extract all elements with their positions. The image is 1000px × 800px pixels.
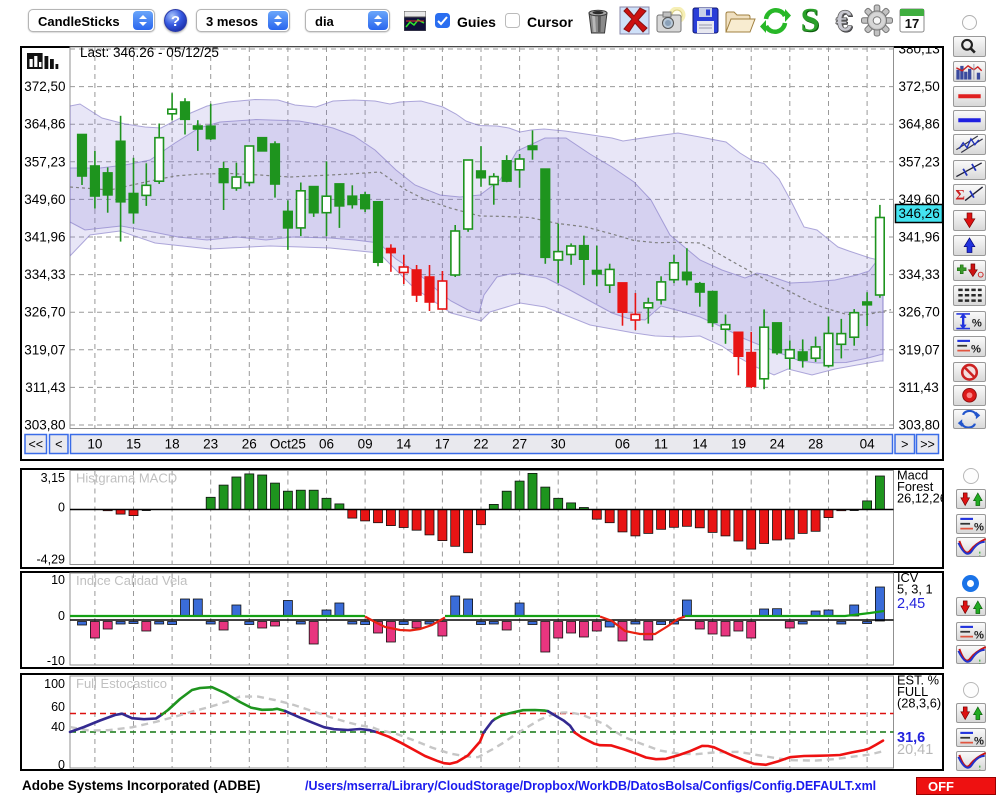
svg-text:Oct25: Oct25: [270, 437, 306, 452]
svg-text:14: 14: [692, 437, 708, 452]
svg-text:Forest: Forest: [897, 479, 934, 494]
svg-text:2,45: 2,45: [897, 596, 925, 612]
svg-text:ICV: ICV: [897, 571, 919, 585]
svg-text:14: 14: [396, 437, 412, 452]
svg-text:24: 24: [770, 437, 786, 452]
svg-text:%: %: [973, 522, 983, 534]
svg-text:(28,3,6): (28,3,6): [897, 696, 941, 711]
svg-text:06: 06: [615, 437, 630, 452]
svg-text:>: >: [901, 438, 908, 452]
svg-text:27: 27: [512, 437, 527, 452]
svg-text:341,96: 341,96: [24, 230, 65, 245]
svg-text:FULL: FULL: [897, 684, 928, 699]
svg-text:364,86: 364,86: [24, 117, 65, 132]
svg-text:341,96: 341,96: [899, 230, 940, 245]
svg-text:319,07: 319,07: [899, 342, 940, 357]
svg-text:5, 3, 1: 5, 3, 1: [897, 582, 933, 597]
svg-text:<: <: [55, 438, 62, 452]
svg-text:40: 40: [51, 720, 65, 734]
svg-text:%: %: [973, 735, 983, 747]
svg-text:17: 17: [905, 16, 919, 31]
svg-text:>>: >>: [920, 438, 935, 452]
svg-text:357,23: 357,23: [899, 154, 940, 169]
svg-text:60: 60: [51, 700, 65, 714]
svg-text:303,80: 303,80: [899, 418, 940, 433]
svg-text:311,43: 311,43: [25, 380, 65, 395]
svg-text:18: 18: [165, 437, 180, 452]
svg-text:-4,29: -4,29: [37, 552, 66, 566]
svg-text:<<: <<: [28, 438, 43, 452]
svg-text:0: 0: [58, 609, 65, 623]
svg-text:Full Estocastico: Full Estocastico: [76, 676, 167, 691]
svg-text:23: 23: [203, 437, 218, 452]
svg-text:Indice Calidad Vela: Indice Calidad Vela: [76, 573, 188, 588]
svg-text:26,12,26: 26,12,26: [897, 490, 944, 505]
svg-text:04: 04: [860, 437, 876, 452]
svg-text:31,6: 31,6: [897, 730, 925, 746]
svg-text:EST. %: EST. %: [897, 673, 939, 688]
svg-text:S: S: [801, 4, 820, 36]
svg-text:22: 22: [473, 437, 488, 452]
svg-text:-10: -10: [47, 654, 65, 668]
svg-text:26: 26: [242, 437, 257, 452]
svg-text:364,86: 364,86: [899, 117, 940, 132]
svg-text:349,60: 349,60: [24, 192, 65, 207]
svg-text:17: 17: [435, 437, 450, 452]
svg-text:28: 28: [808, 437, 823, 452]
svg-text:311,43: 311,43: [899, 380, 939, 395]
svg-text:372,50: 372,50: [24, 79, 65, 94]
svg-text:0: 0: [58, 500, 65, 514]
svg-text:334,33: 334,33: [899, 267, 940, 282]
svg-text:10: 10: [51, 573, 65, 587]
svg-text:%: %: [970, 344, 980, 356]
svg-text:€: €: [837, 6, 854, 36]
svg-text:%: %: [973, 629, 983, 641]
svg-text:326,70: 326,70: [899, 305, 940, 320]
svg-text:Macd: Macd: [897, 468, 928, 483]
svg-text:06: 06: [319, 437, 334, 452]
svg-text:€: €: [836, 5, 853, 36]
svg-text:326,70: 326,70: [24, 305, 65, 320]
svg-text:319,07: 319,07: [24, 342, 65, 357]
svg-text:S: S: [802, 4, 821, 36]
svg-text:09: 09: [358, 437, 373, 452]
svg-text:20,41: 20,41: [897, 742, 933, 758]
svg-text:0: 0: [58, 758, 65, 771]
svg-text:349,60: 349,60: [899, 192, 940, 207]
svg-text:3,15: 3,15: [41, 471, 65, 485]
svg-text:Σ: Σ: [955, 188, 965, 204]
svg-text:303,80: 303,80: [24, 418, 65, 433]
svg-text:372,50: 372,50: [899, 79, 940, 94]
svg-text:30: 30: [551, 437, 566, 452]
svg-text:357,23: 357,23: [24, 154, 65, 169]
svg-text:%: %: [971, 317, 981, 329]
svg-text:346,26: 346,26: [899, 206, 940, 221]
svg-text:15: 15: [126, 437, 141, 452]
svg-text:100: 100: [44, 677, 65, 691]
svg-text:334,33: 334,33: [24, 267, 65, 282]
svg-text:11: 11: [654, 437, 668, 452]
svg-text:Histgrama MACD: Histgrama MACD: [76, 470, 177, 485]
svg-text:380,13: 380,13: [899, 46, 940, 57]
svg-text:19: 19: [731, 437, 746, 452]
svg-text:10: 10: [87, 437, 102, 452]
svg-text:Last: 346.26 - 05/12/25: Last: 346.26 - 05/12/25: [80, 46, 219, 60]
